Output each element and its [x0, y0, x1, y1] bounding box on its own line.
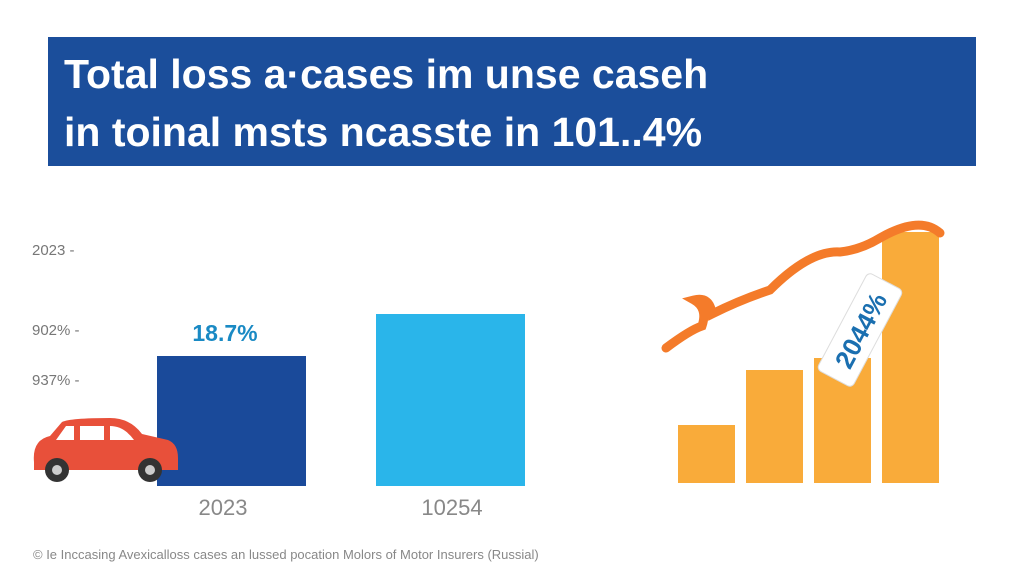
x-tick-label: 2023 [198, 495, 248, 520]
title-line-2: in toinal msts ncasste in 101..4% [64, 109, 703, 155]
footer-source: © Ie Inccasing Avexicalloss cases an lus… [33, 547, 539, 562]
y-tick-label: 902% - [32, 322, 80, 339]
data-label: 18.7% [192, 320, 258, 346]
y-tick-label: 2023 - [32, 242, 75, 259]
orange-bar [746, 370, 803, 483]
orange-bar [678, 425, 735, 483]
trend-curve [661, 220, 945, 353]
title-line-1: Total loss a·cases im unse caseh [64, 51, 709, 97]
annotation-tag: 2044% [817, 273, 903, 387]
orange-bar [882, 232, 939, 483]
y-tick-label: 937% - [32, 372, 80, 389]
car-icon [33, 418, 178, 482]
bar-10254 [376, 314, 525, 486]
x-tick-label: 10254 [421, 495, 483, 520]
title-banner: Total loss a·cases im unse caseh in toin… [48, 37, 976, 166]
bar-2023 [157, 355, 306, 486]
